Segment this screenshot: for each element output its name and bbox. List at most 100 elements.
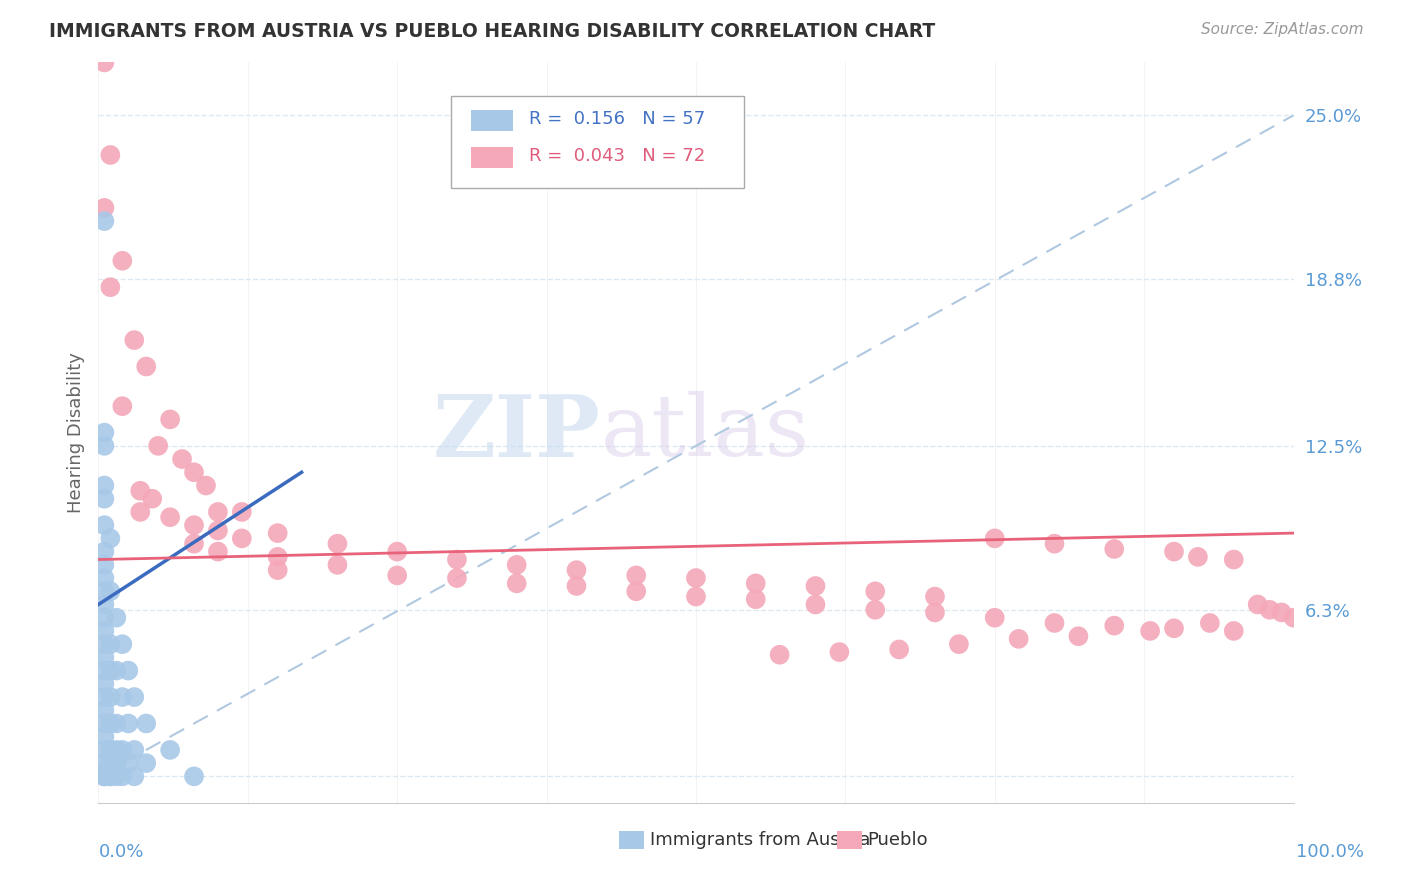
Point (129, 505, 152, 519)
Bar (471, 110, 513, 130)
Point (93, 571, 115, 585)
Point (93, 544, 115, 558)
Point (93, 55, 115, 70)
Point (626, 584, 648, 599)
Point (1163, 544, 1185, 558)
Text: ZIP: ZIP (433, 391, 600, 475)
Point (207, 505, 229, 519)
Point (385, 544, 409, 558)
Point (207, 524, 229, 538)
Point (1199, 615, 1222, 630)
Point (1247, 598, 1270, 612)
Text: Pueblo: Pueblo (868, 831, 928, 849)
Point (93, 730, 115, 744)
Y-axis label: Hearing Disability: Hearing Disability (66, 352, 84, 513)
Point (267, 526, 290, 541)
Point (446, 552, 468, 566)
Point (98, 584, 122, 599)
Point (1043, 536, 1066, 550)
Point (98, 664, 122, 678)
Point (506, 558, 529, 572)
Point (148, 439, 170, 453)
Point (1104, 541, 1126, 556)
Point (105, 769, 128, 783)
Point (685, 571, 707, 585)
Point (111, 399, 134, 413)
Point (93, 518, 115, 533)
Point (948, 637, 970, 651)
Point (93, 769, 115, 783)
Point (565, 563, 588, 577)
Point (93, 425, 115, 440)
Point (105, 664, 128, 678)
Point (93, 743, 115, 757)
Point (626, 568, 648, 582)
Point (183, 769, 205, 783)
Point (93, 598, 115, 612)
Point (93, 756, 115, 771)
Point (1271, 606, 1294, 620)
Point (111, 743, 134, 757)
Point (207, 544, 229, 558)
FancyBboxPatch shape (451, 95, 744, 188)
Point (124, 743, 146, 757)
Point (326, 558, 349, 572)
Point (93, 624, 115, 638)
Point (129, 483, 152, 498)
Point (1163, 621, 1185, 635)
Point (93, 716, 115, 731)
Point (385, 568, 409, 582)
Point (446, 571, 468, 585)
Point (124, 690, 146, 704)
Point (506, 576, 529, 591)
Point (98, 690, 122, 704)
Point (1139, 624, 1161, 638)
Point (924, 606, 946, 620)
Point (804, 598, 827, 612)
Text: 0.0%: 0.0% (98, 843, 143, 861)
Point (768, 648, 790, 662)
Point (1187, 549, 1209, 564)
Point (745, 576, 768, 591)
Point (267, 549, 290, 564)
Point (135, 716, 157, 731)
Point (828, 645, 851, 659)
Point (93, 214, 115, 228)
Point (111, 690, 134, 704)
Point (183, 536, 205, 550)
Point (183, 465, 205, 479)
Point (93, 478, 115, 492)
Point (98, 148, 122, 162)
Point (1282, 611, 1305, 625)
Text: R =  0.043   N = 72: R = 0.043 N = 72 (529, 146, 704, 165)
Point (93, 201, 115, 215)
Point (117, 664, 139, 678)
Text: 100.0%: 100.0% (1296, 843, 1364, 861)
Text: Source: ZipAtlas.com: Source: ZipAtlas.com (1201, 22, 1364, 37)
Point (98, 716, 122, 731)
Point (865, 603, 887, 617)
Point (105, 611, 128, 625)
Point (124, 333, 146, 347)
Point (1223, 624, 1246, 638)
Point (195, 478, 218, 492)
Point (889, 642, 911, 657)
Point (98, 637, 122, 651)
Point (231, 505, 253, 519)
Point (93, 637, 115, 651)
Point (159, 510, 181, 524)
Point (98, 532, 122, 546)
Point (98, 280, 122, 294)
Point (93, 611, 115, 625)
Point (111, 253, 134, 268)
Point (159, 743, 181, 757)
Point (93, 650, 115, 665)
Text: IMMIGRANTS FROM AUSTRIA VS PUEBLO HEARING DISABILITY CORRELATION CHART: IMMIGRANTS FROM AUSTRIA VS PUEBLO HEARIN… (49, 22, 935, 41)
Point (124, 769, 146, 783)
Text: R =  0.156   N = 57: R = 0.156 N = 57 (529, 110, 704, 128)
Point (111, 637, 134, 651)
Point (685, 590, 707, 604)
Point (98, 769, 122, 783)
Point (105, 716, 128, 731)
Point (141, 491, 163, 506)
